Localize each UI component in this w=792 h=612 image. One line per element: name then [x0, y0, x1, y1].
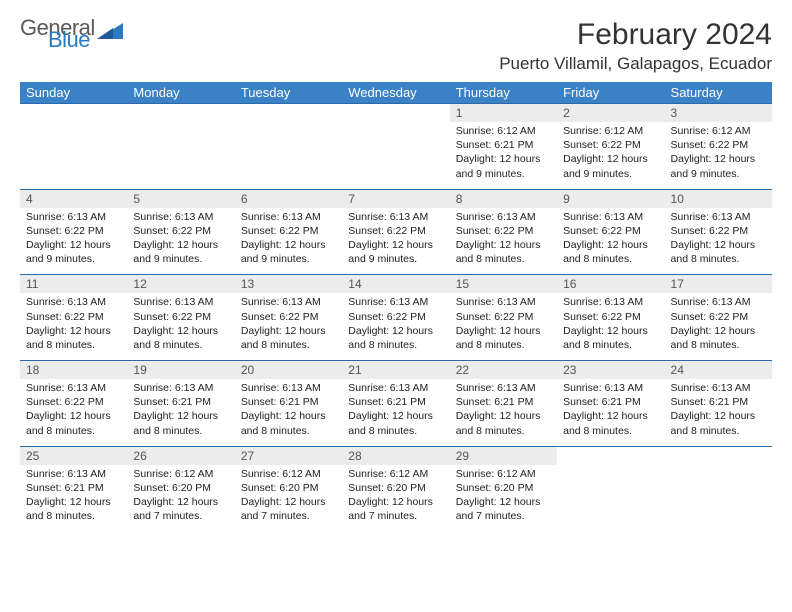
- day-number-cell: [127, 104, 234, 123]
- day-detail-cell: Sunrise: 6:13 AMSunset: 6:22 PMDaylight:…: [20, 208, 127, 275]
- day-detail-cell: Sunrise: 6:13 AMSunset: 6:22 PMDaylight:…: [127, 208, 234, 275]
- day-number-cell: 22: [450, 361, 557, 380]
- day-number-cell: 17: [665, 275, 772, 294]
- weekday-header: Sunday: [20, 82, 127, 104]
- day-number-cell: 14: [342, 275, 449, 294]
- day-detail-cell: Sunrise: 6:13 AMSunset: 6:22 PMDaylight:…: [557, 208, 664, 275]
- day-detail-cell: Sunrise: 6:13 AMSunset: 6:22 PMDaylight:…: [665, 208, 772, 275]
- day-number-cell: [235, 104, 342, 123]
- day-detail-cell: Sunrise: 6:13 AMSunset: 6:22 PMDaylight:…: [557, 293, 664, 360]
- day-number-cell: 23: [557, 361, 664, 380]
- day-number-cell: 20: [235, 361, 342, 380]
- month-title: February 2024: [499, 18, 772, 52]
- day-detail-row: Sunrise: 6:13 AMSunset: 6:22 PMDaylight:…: [20, 293, 772, 360]
- weekday-header: Thursday: [450, 82, 557, 104]
- day-number-cell: 27: [235, 446, 342, 465]
- day-number-row: 2526272829: [20, 446, 772, 465]
- day-number-cell: [342, 104, 449, 123]
- day-detail-cell: Sunrise: 6:13 AMSunset: 6:22 PMDaylight:…: [235, 208, 342, 275]
- day-number-cell: [557, 446, 664, 465]
- day-number-cell: 21: [342, 361, 449, 380]
- day-detail-row: Sunrise: 6:13 AMSunset: 6:22 PMDaylight:…: [20, 379, 772, 446]
- day-detail-cell: Sunrise: 6:13 AMSunset: 6:21 PMDaylight:…: [665, 379, 772, 446]
- day-number-row: 45678910: [20, 189, 772, 208]
- header: General Blue February 2024 Puerto Villam…: [20, 18, 772, 74]
- day-detail-cell: Sunrise: 6:12 AMSunset: 6:20 PMDaylight:…: [450, 465, 557, 532]
- day-detail-cell: [235, 122, 342, 189]
- day-detail-cell: Sunrise: 6:13 AMSunset: 6:22 PMDaylight:…: [665, 293, 772, 360]
- day-detail-cell: Sunrise: 6:13 AMSunset: 6:22 PMDaylight:…: [342, 293, 449, 360]
- title-block: February 2024 Puerto Villamil, Galapagos…: [499, 18, 772, 74]
- day-number-cell: 15: [450, 275, 557, 294]
- day-number-cell: 3: [665, 104, 772, 123]
- logo-text-blue: Blue: [48, 30, 95, 50]
- day-detail-cell: Sunrise: 6:13 AMSunset: 6:21 PMDaylight:…: [557, 379, 664, 446]
- day-number-cell: 10: [665, 189, 772, 208]
- day-detail-cell: Sunrise: 6:13 AMSunset: 6:22 PMDaylight:…: [235, 293, 342, 360]
- day-detail-cell: Sunrise: 6:12 AMSunset: 6:20 PMDaylight:…: [235, 465, 342, 532]
- day-detail-cell: Sunrise: 6:13 AMSunset: 6:21 PMDaylight:…: [20, 465, 127, 532]
- day-detail-cell: Sunrise: 6:13 AMSunset: 6:21 PMDaylight:…: [342, 379, 449, 446]
- day-detail-cell: [557, 465, 664, 532]
- weekday-header: Saturday: [665, 82, 772, 104]
- day-detail-row: Sunrise: 6:13 AMSunset: 6:21 PMDaylight:…: [20, 465, 772, 532]
- logo-triangle-icon: [97, 21, 125, 46]
- day-number-cell: 11: [20, 275, 127, 294]
- day-number-cell: 7: [342, 189, 449, 208]
- day-detail-cell: [20, 122, 127, 189]
- day-detail-cell: Sunrise: 6:13 AMSunset: 6:22 PMDaylight:…: [450, 293, 557, 360]
- day-number-cell: 2: [557, 104, 664, 123]
- day-detail-row: Sunrise: 6:12 AMSunset: 6:21 PMDaylight:…: [20, 122, 772, 189]
- day-number-cell: 5: [127, 189, 234, 208]
- day-detail-cell: [127, 122, 234, 189]
- day-number-cell: 1: [450, 104, 557, 123]
- day-number-cell: 19: [127, 361, 234, 380]
- day-detail-cell: Sunrise: 6:13 AMSunset: 6:21 PMDaylight:…: [450, 379, 557, 446]
- weekday-header: Friday: [557, 82, 664, 104]
- day-number-cell: [20, 104, 127, 123]
- day-detail-cell: Sunrise: 6:13 AMSunset: 6:22 PMDaylight:…: [450, 208, 557, 275]
- day-number-row: 11121314151617: [20, 275, 772, 294]
- day-number-cell: 4: [20, 189, 127, 208]
- day-number-cell: 24: [665, 361, 772, 380]
- day-number-cell: 8: [450, 189, 557, 208]
- day-detail-cell: Sunrise: 6:13 AMSunset: 6:22 PMDaylight:…: [342, 208, 449, 275]
- location: Puerto Villamil, Galapagos, Ecuador: [499, 54, 772, 74]
- day-detail-cell: Sunrise: 6:12 AMSunset: 6:22 PMDaylight:…: [665, 122, 772, 189]
- day-number-cell: 26: [127, 446, 234, 465]
- weekday-header: Wednesday: [342, 82, 449, 104]
- calendar-table: SundayMondayTuesdayWednesdayThursdayFrid…: [20, 82, 772, 531]
- day-number-cell: 16: [557, 275, 664, 294]
- day-number-cell: 28: [342, 446, 449, 465]
- day-detail-cell: Sunrise: 6:13 AMSunset: 6:21 PMDaylight:…: [235, 379, 342, 446]
- day-detail-cell: [665, 465, 772, 532]
- day-detail-cell: [342, 122, 449, 189]
- day-number-cell: 29: [450, 446, 557, 465]
- weekday-header: Monday: [127, 82, 234, 104]
- day-number-cell: 18: [20, 361, 127, 380]
- logo: General Blue: [20, 18, 125, 50]
- day-detail-cell: Sunrise: 6:13 AMSunset: 6:22 PMDaylight:…: [127, 293, 234, 360]
- weekday-header: Tuesday: [235, 82, 342, 104]
- day-number-cell: 12: [127, 275, 234, 294]
- day-number-cell: [665, 446, 772, 465]
- day-detail-cell: Sunrise: 6:13 AMSunset: 6:22 PMDaylight:…: [20, 293, 127, 360]
- day-number-cell: 9: [557, 189, 664, 208]
- day-detail-cell: Sunrise: 6:12 AMSunset: 6:20 PMDaylight:…: [342, 465, 449, 532]
- day-number-cell: 25: [20, 446, 127, 465]
- weekday-row: SundayMondayTuesdayWednesdayThursdayFrid…: [20, 82, 772, 104]
- day-number-row: 18192021222324: [20, 361, 772, 380]
- day-number-cell: 13: [235, 275, 342, 294]
- day-detail-row: Sunrise: 6:13 AMSunset: 6:22 PMDaylight:…: [20, 208, 772, 275]
- day-detail-cell: Sunrise: 6:12 AMSunset: 6:22 PMDaylight:…: [557, 122, 664, 189]
- day-detail-cell: Sunrise: 6:13 AMSunset: 6:21 PMDaylight:…: [127, 379, 234, 446]
- day-detail-cell: Sunrise: 6:12 AMSunset: 6:21 PMDaylight:…: [450, 122, 557, 189]
- day-detail-cell: Sunrise: 6:13 AMSunset: 6:22 PMDaylight:…: [20, 379, 127, 446]
- day-number-cell: 6: [235, 189, 342, 208]
- day-number-row: 123: [20, 104, 772, 123]
- day-detail-cell: Sunrise: 6:12 AMSunset: 6:20 PMDaylight:…: [127, 465, 234, 532]
